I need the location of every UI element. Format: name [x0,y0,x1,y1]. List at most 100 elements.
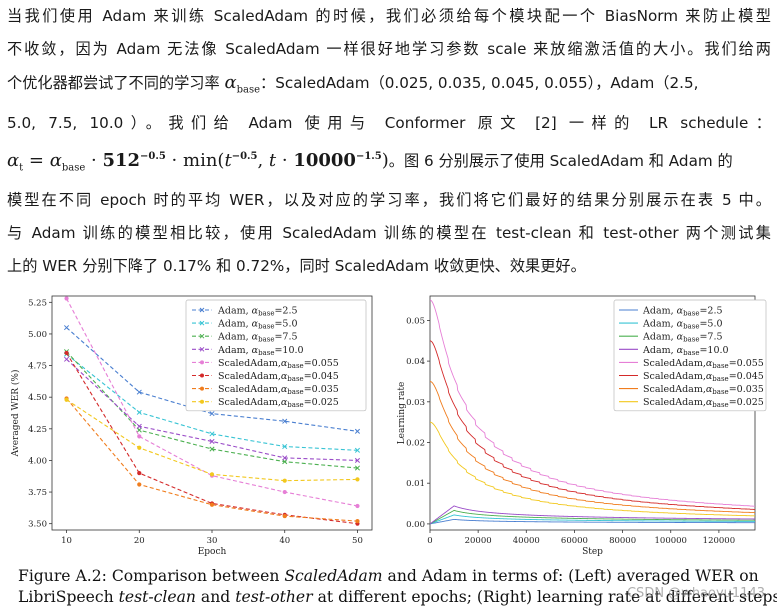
math-sub-base: base [236,84,261,96]
wer-legend-marker-1 [199,320,205,326]
caption-p2-mid: and [195,588,236,606]
wer-point-7-0 [64,397,69,402]
lr-xtick-label-5: 100000 [655,536,687,546]
math-exp-2: −0.5 [231,150,258,162]
lr-ytick-label-4: 0.04 [406,357,425,367]
math-exp-1: −0.5 [140,150,166,162]
body-paragraph: 当我们使用 Adam 来训练 ScaledAdam 的时候，我们必须给每个模块配… [7,0,771,283]
wer-ytick-label-0: 3.50 [28,520,47,530]
lr-xtick-label-1: 20000 [465,536,492,546]
math-eq: = [23,149,50,171]
wer-legend-marker-0 [199,307,205,313]
wer-legend-label-0: Adam, αbase=2.5 [217,306,298,318]
wer-point-2-4 [354,465,361,471]
wer-legend-marker-2 [199,333,205,339]
caption-line-2: LibriSpeech test-clean and test-other at… [18,587,777,608]
math-dot-3: · [276,149,294,171]
wer-legend-label-4: ScaledAdam,αbase=0.055 [218,358,339,370]
lr-series-line-1 [429,514,755,525]
paragraph-line-3-pre: 个优化器都尝试了不同的学习率 [7,74,220,92]
lr-xtick-label-3: 60000 [561,536,588,546]
wer-point-6-3 [282,513,287,519]
wer-legend-marker-4 [200,360,204,365]
lr-formula: αt = αbase · 512−0.5 · min(t−0.5, t · 10… [7,149,389,174]
lr-ytick-label-3: 0.03 [406,398,425,408]
wer-point-4-4 [355,503,360,509]
lr-ytick-label-0: 0.00 [406,520,425,530]
math-exp-3: −1.5 [355,150,382,162]
wer-chart: 3.50 3.75 4.00 4.25 4.50 4.75 5.00 5.25 10 20 30 40… [10,295,373,557]
lr-legend-label-7: ScaledAdam,αbase=0.025 [643,397,764,409]
caption-p1: Figure A.2: Comparison between [18,567,285,585]
math-alpha: α [224,72,237,93]
wer-ytick-label-5: 4.75 [28,362,47,372]
wer-xtick-label-0: 10 [61,536,72,546]
wer-point-5-0 [64,350,69,356]
wer-legend-marker-3 [199,346,205,352]
wer-point-6-2 [209,502,215,507]
lr-legend-label-0: Adam, αbase=2.5 [642,306,723,318]
lr-xtick-label-2: 40000 [513,536,540,546]
wer-point-7-1 [137,445,142,450]
lr-legend-label-6: ScaledAdam,αbase=0.035 [643,384,764,396]
caption-p1-em: ScaledAdam [284,567,383,585]
paragraph-line-4: 5.0, 7.5, 10.0）。我们给 Adam 使用与 Conformer 原… [7,113,771,132]
math-512: 512 [102,149,141,171]
wer-series-line-7 [66,399,358,482]
wer-legend-label-5: ScaledAdam,αbase=0.045 [218,371,339,383]
lr-legend-label-3: Adam, αbase=10.0 [642,345,729,357]
paragraph-line-2: 不收敛，因为 Adam 无法像 ScaledAdam 一样很好地学习参数 sca… [7,40,771,58]
lr-series-line-6 [429,381,756,514]
lr-series-line-5 [429,340,756,510]
wer-legend-label-6: ScaledAdam,αbase=0.035 [218,384,339,396]
wer-xtick-label-1: 20 [134,536,145,546]
wer-point-1-1 [136,409,142,415]
wer-point-3-2 [209,438,215,445]
math-close: ) [381,149,389,171]
wer-point-6-1 [137,482,142,487]
wer-legend-label-7: ScaledAdam,αbase=0.025 [218,397,339,409]
paragraph-line-3: 个优化器都尝试了不同的学习率 αbase：ScaledAdam（0.025, 0… [7,66,771,107]
caption-p2: LibriSpeech [18,588,119,606]
wer-point-3-1 [136,423,142,429]
wer-point-4-0 [64,296,69,301]
paragraph-line-6: 模型在不同 epoch 时的平均 WER，以及对应的学习率，我们将它们最好的结果… [7,191,771,210]
lr-series-line-0 [429,518,755,525]
wer-point-3-3 [282,455,288,461]
wer-point-1-3 [282,443,288,450]
lr-plot-frame [429,295,756,531]
lr-ytick-label-5: 0.05 [406,316,425,326]
math-dot-2: · [165,149,183,171]
wer-point-0-2 [209,411,215,417]
math-comma: , [257,149,269,171]
wer-series-line-6 [66,398,358,522]
lr-legend-label-5: ScaledAdam,αbase=0.045 [643,371,764,383]
lr-legend-box [613,299,767,412]
math-10000: 10000 [293,149,356,171]
lr-series-line-4 [429,299,756,507]
wer-point-7-2 [209,472,215,477]
wer-point-0-0 [63,325,70,331]
math-sub-base-2: base [61,162,86,174]
wer-ytick-label-1: 3.75 [28,488,47,498]
wer-ytick-label-3: 4.25 [28,425,47,435]
wer-point-3-0 [63,356,70,362]
lr-legend-label-2: Adam, αbase=7.5 [642,332,723,344]
caption-p1-rest: and Adam in terms of: (Left) averaged WE… [382,567,759,585]
paragraph-line-5: αt = αbase · 512−0.5 · min(t−0.5, t · 10… [7,140,771,185]
lr-legend-label-4: ScaledAdam,αbase=0.055 [643,358,764,370]
wer-point-6-4 [355,519,360,524]
wer-ytick-label-4: 4.50 [28,393,47,403]
paragraph-line-5-post: 。图 6 分别展示了使用 ScaledAdam 和 Adam 的 [388,151,733,170]
wer-legend-box [185,299,367,412]
lr-series-line-2 [429,509,755,525]
wer-series-line-3 [66,358,358,461]
wer-legend-label-1: Adam, αbase=5.0 [217,319,298,331]
math-sub-t: t [19,162,24,174]
wer-ytick-label-6: 5.00 [28,330,47,340]
paragraph-line-8: 上的 WER 分别下降了 0.17% 和 0.72%，同时 ScaledAdam… [7,257,586,276]
wer-xtick-label-4: 50 [352,536,363,546]
wer-legend-label-2: Adam, αbase=7.5 [217,332,298,344]
lr-legend-label-1: Adam, αbase=5.0 [642,319,723,331]
wer-series-line-1 [66,353,358,451]
